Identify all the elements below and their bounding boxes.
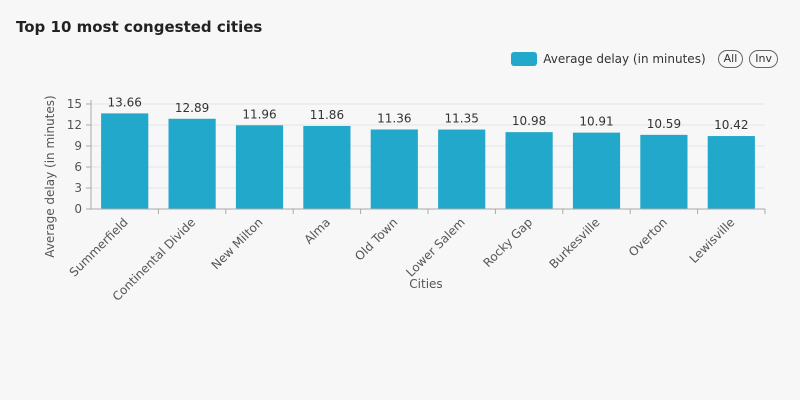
legend-invert-button[interactable]: Inv [749,50,778,68]
data-label: 10.91 [579,115,613,129]
y-tick-label: 15 [67,97,82,111]
bar[interactable] [235,125,284,209]
data-label: 10.98 [512,114,546,128]
bar[interactable] [370,129,418,209]
legend-all-button[interactable]: All [717,50,744,68]
x-tick-label: Summerfield [67,215,131,279]
x-tick-label: Overton [626,215,670,259]
legend-swatch[interactable] [511,52,538,66]
y-tick-label: 6 [74,160,82,174]
x-tick-label: Lewisville [687,215,738,266]
x-tick-label: Alma [301,215,333,247]
bar[interactable] [168,118,216,209]
data-label: 11.86 [310,108,344,122]
bar[interactable] [101,113,149,209]
y-tick-label: 3 [74,181,82,195]
x-tick-label: Rocky Gap [480,215,535,270]
data-label: 11.96 [242,107,276,121]
y-tick-label: 9 [74,139,82,153]
y-tick-label: 12 [67,118,82,132]
bar[interactable] [572,132,621,209]
x-tick-label: Lower Salem [403,215,467,279]
legend-label[interactable]: Average delay (in minutes) [543,52,706,66]
y-tick-label: 0 [74,202,82,216]
bar[interactable] [707,136,755,209]
chart-title: Top 10 most congested cities [16,18,263,36]
y-axis-label: Average delay (in minutes) [43,95,57,257]
bar[interactable] [303,125,351,209]
bar[interactable] [438,129,486,209]
data-label: 11.36 [377,111,411,125]
bar[interactable] [640,134,688,209]
x-tick-label: Old Town [352,215,400,263]
x-axis-label: Cities [409,277,442,291]
x-tick-label: New Milton [209,215,266,272]
data-label: 11.35 [445,112,479,126]
bar[interactable] [505,132,553,209]
bars: 13.66 12.89 11.96 11.86 11.36 11.35 10.98 10.91… [101,95,755,209]
data-label: 13.66 [108,95,142,109]
data-label: 10.59 [647,117,681,131]
legend: Average delay (in minutes) All Inv [511,50,778,68]
x-tick-label: Burkesville [546,215,602,271]
data-label: 12.89 [175,101,209,115]
data-label: 10.42 [714,118,748,132]
